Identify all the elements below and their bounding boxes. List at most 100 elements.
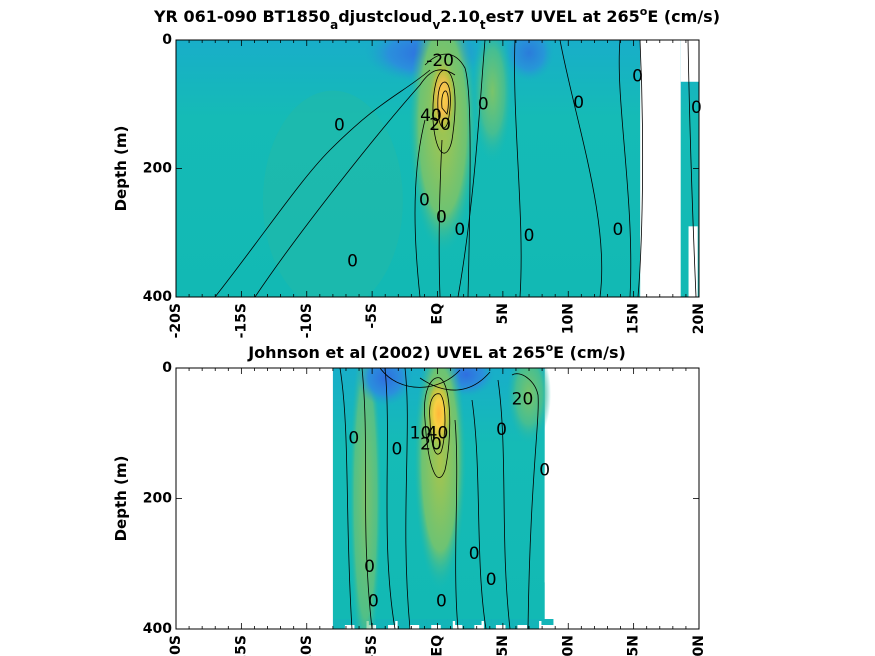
contour-line [687,40,697,297]
x-tick-label: -20S [168,303,184,338]
field-edge [527,619,540,629]
y-tick-label: 0 [162,360,172,376]
field-edge [347,619,360,625]
y-tick-label: 400 [143,289,172,305]
field-edge [462,619,475,629]
chart-title-1: YR 061-090 BT1850adjustcloudv2.10test7 U… [153,5,720,32]
contour-line [254,69,456,297]
contour-line [511,373,539,629]
field-edge [498,619,511,625]
field-edge [332,619,345,629]
contour-line [457,40,486,297]
x-tick-label: -5S [364,303,380,329]
x-tick-label: EQ [430,635,446,656]
field-edge [419,619,432,629]
missing-data [640,40,681,297]
contour-lines-2 [339,368,539,629]
contour-line [437,81,451,129]
contour-label: 0 [364,557,375,577]
contour-line [404,368,411,629]
field-edge [376,619,389,629]
y-tick-label: 400 [143,621,172,637]
x-tick-label: 20N [691,303,707,334]
contour-label: 0 [454,220,465,240]
field-edge [541,619,554,625]
field-edge [426,619,439,625]
y-tick-label: 200 [143,161,172,177]
field-edge [440,619,453,629]
field-edge [404,619,417,625]
x-tick-label: 5N [495,303,511,324]
contour-line [384,368,396,629]
contour-label: 0 [368,592,379,612]
contour-label: 0 [469,544,480,564]
x-tick-label: 10N [560,635,576,656]
contour-label: -20 [426,51,454,71]
contour-label: 20 [512,389,534,409]
contour-line [214,69,431,297]
undercurrent-core [428,55,457,140]
contour-line [618,40,632,297]
contour-label: 0 [347,252,358,272]
field-edge [505,619,518,629]
contour-line [414,119,426,297]
contour-label: 40 [427,423,449,443]
y-tick-label: 200 [143,491,172,507]
contour-label: 0 [613,220,624,240]
missing-data [688,226,698,297]
x-tick-label: -15S [233,303,249,338]
contour-line [497,379,511,629]
contour-label: 0 [436,207,447,227]
field-edge [483,619,496,629]
missing-data [544,472,548,583]
contour-line [637,40,644,297]
x-tick-label: -10S [299,635,315,656]
contour-line [429,393,446,455]
x-tick-label: EQ [430,303,446,325]
x-tick-label: -5S [364,635,380,656]
chart-title-2: Johnson et al (2002) UVEL at 265oE (cm/s… [247,341,626,362]
axes-1: -20S -15S -10S -5S EQ 5N 10N 15N 20N0200400Depth… [112,32,707,338]
westward-patch [504,40,555,81]
contour-label: 0 [436,592,447,612]
contour-line [471,399,487,629]
x-tick-label: 10N [560,303,576,334]
contour-line [361,368,373,629]
undercurrent-core [425,375,452,452]
x-tick-label: -20S [168,635,184,656]
field-edge [433,619,446,625]
contour-line [424,53,471,297]
contour-line [454,419,459,629]
contour-label: 20 [420,434,442,454]
x-tick-label: -15S [233,635,249,656]
contour-label: 0 [496,420,507,440]
contour-label: 0 [486,570,497,590]
field-edge [412,619,425,625]
x-tick-label: 15N [626,635,642,656]
field-edge [469,619,482,625]
green-patch [507,368,552,445]
jet-halo [408,40,477,254]
field-edge [447,619,460,621]
contour-line [441,90,449,115]
field-edge [340,619,353,625]
contour-label: 0 [632,67,643,87]
contour-line [438,139,443,297]
westward-core [357,368,414,406]
contour-label: 0 [539,460,550,480]
field-edge [397,619,410,629]
contour-label: 0 [691,98,702,118]
field-edge [519,619,532,625]
field-edge [390,619,403,621]
contour-label: 0 [419,191,430,211]
x-tick-label: -10S [299,303,315,338]
axes-2: -20S -15S -10S -5S EQ 5N 10N 15N 20N0200400Depth… [112,360,707,656]
contour-label: 0 [392,440,403,460]
contour-label: 0 [348,428,359,448]
contour-label: 0 [524,226,535,246]
